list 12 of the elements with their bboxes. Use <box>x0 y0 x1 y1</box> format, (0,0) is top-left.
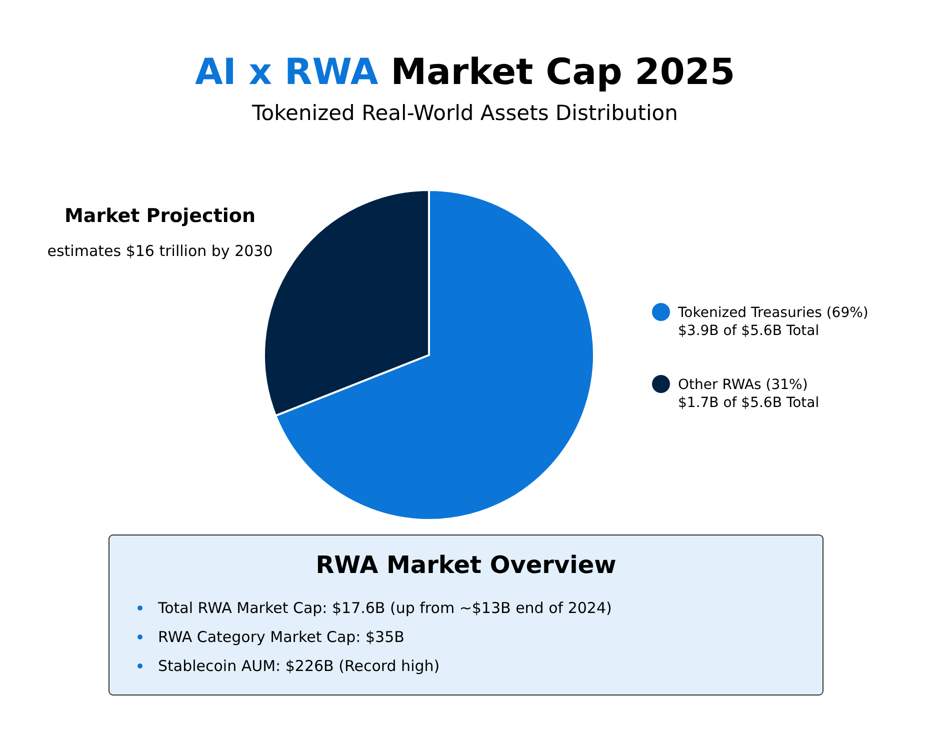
legend-label: Other RWAs (31%) <box>678 377 808 393</box>
legend-label: Tokenized Treasuries (69%) <box>677 305 868 321</box>
chart-subtitle: Tokenized Real-World Assets Distribution <box>251 101 678 125</box>
text: RWA Market Overview <box>316 551 616 579</box>
text: Stablecoin AUM: $226B (Record high) <box>158 657 440 675</box>
chart-title: AI x RWA Market Cap 2025 <box>194 52 736 93</box>
text: estimates $16 trillion by 2030 <box>47 242 273 260</box>
text: RWA Category Market Cap: $35B <box>158 628 404 646</box>
text: Market Projection <box>64 205 256 227</box>
text: $3.9B of $5.6B Total <box>678 323 820 339</box>
text: $1.7B of $5.6B Total <box>678 395 820 411</box>
text: Total RWA Market Cap: $17.6B (up from ~$13B end of 2024) <box>157 599 612 617</box>
